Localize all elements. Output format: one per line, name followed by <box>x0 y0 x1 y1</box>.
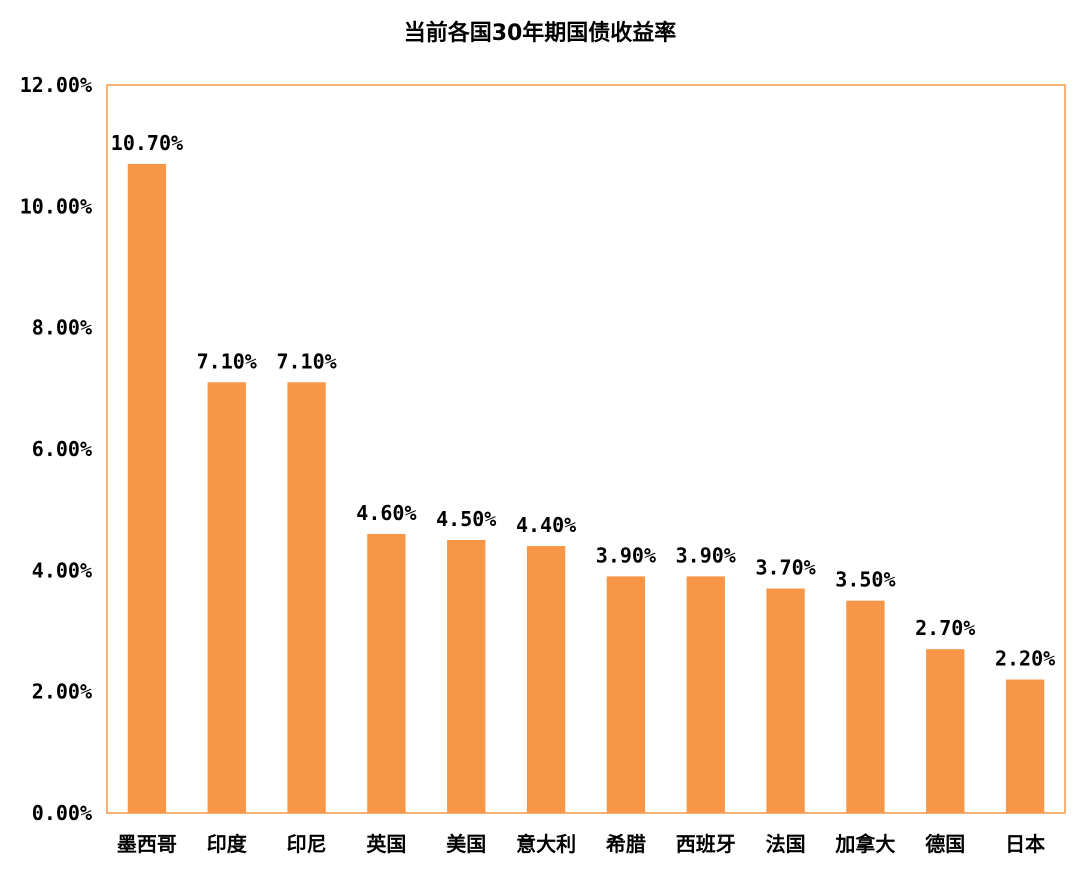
x-axis-category-labels: 墨西哥 印度 印尼 英国 美国 意大利 希腊 西班牙 法国 加拿大 德国 日本 <box>117 832 1045 856</box>
data-label: 3.70% <box>755 556 815 580</box>
bar <box>686 576 725 813</box>
data-label: 2.70% <box>915 616 975 640</box>
data-label: 7.10% <box>197 349 257 373</box>
x-category-label: 印度 <box>207 832 248 856</box>
data-label: 4.50% <box>436 507 496 531</box>
y-tick-label: 8.00% <box>32 316 92 340</box>
bar <box>447 540 486 813</box>
bar-series <box>127 163 1045 813</box>
data-label: 3.50% <box>835 568 895 592</box>
chart-title: 当前各国30年期国债收益率 <box>404 20 677 46</box>
y-axis-ticks: 0.00% 2.00% 4.00% 6.00% 8.00% 10.00% 12.00% <box>20 73 92 825</box>
y-tick-label: 4.00% <box>32 558 92 582</box>
bar <box>526 546 566 813</box>
x-category-label: 西班牙 <box>676 832 736 856</box>
x-category-label: 德国 <box>925 832 965 856</box>
x-category-label: 美国 <box>446 832 486 856</box>
y-tick-label: 10.00% <box>20 194 92 218</box>
data-label: 2.20% <box>995 647 1055 671</box>
x-category-label: 加拿大 <box>834 832 895 856</box>
x-category-label: 印尼 <box>287 832 327 856</box>
x-category-label: 意大利 <box>516 832 576 856</box>
data-labels: 10.70% 7.10% 7.10% 4.60% 4.50% 4.40% 3.90% 3.90… <box>111 131 1055 671</box>
x-category-label: 日本 <box>1005 832 1045 856</box>
data-label: 3.90% <box>596 543 656 567</box>
data-label: 3.90% <box>676 543 736 567</box>
data-label: 10.70% <box>111 131 183 155</box>
bar <box>1005 679 1045 813</box>
plot-area-frame <box>106 84 1066 814</box>
y-tick-label: 0.00% <box>32 801 92 825</box>
x-category-label: 法国 <box>766 832 806 856</box>
x-category-label: 墨西哥 <box>117 832 177 856</box>
y-tick-label: 12.00% <box>20 73 92 97</box>
y-tick-label: 6.00% <box>32 437 92 461</box>
bar <box>127 163 167 813</box>
bar <box>367 533 406 813</box>
x-category-label: 希腊 <box>606 832 646 856</box>
bar <box>846 600 885 813</box>
bar <box>606 576 646 813</box>
bar <box>287 382 326 813</box>
bar <box>926 649 965 813</box>
data-label: 4.40% <box>516 513 576 537</box>
data-label: 7.10% <box>276 349 336 373</box>
data-label: 4.60% <box>356 501 416 525</box>
bar <box>766 588 805 813</box>
bar <box>207 382 246 813</box>
x-category-label: 英国 <box>366 832 406 856</box>
y-tick-label: 2.00% <box>32 680 92 704</box>
